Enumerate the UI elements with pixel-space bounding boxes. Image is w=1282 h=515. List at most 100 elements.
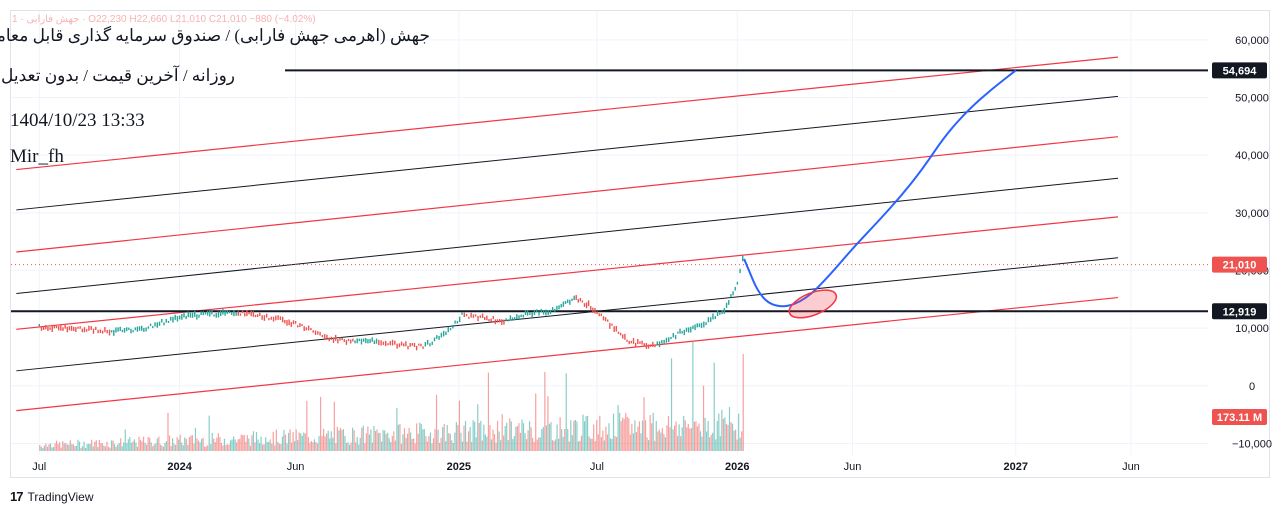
y-tick-label: 10,000 [1235, 323, 1269, 335]
volume-bar [254, 442, 256, 451]
candle [661, 340, 663, 344]
candle [545, 309, 547, 316]
volume-bar [411, 438, 413, 451]
volume-bar [432, 438, 435, 451]
candle [375, 338, 378, 344]
candle [128, 327, 130, 330]
candle [619, 332, 622, 336]
volume-bar [326, 433, 328, 451]
candle [725, 302, 728, 308]
volume-bar [487, 372, 490, 451]
volume-bar [120, 438, 122, 451]
volume-bar [391, 435, 393, 451]
candle [358, 338, 361, 342]
candle [687, 327, 690, 333]
candle [134, 327, 136, 331]
tradingview-brand-text: TradingView [27, 489, 94, 504]
candle [590, 306, 592, 311]
volume-bar [492, 429, 494, 451]
volume-bar [666, 425, 668, 451]
candle [237, 311, 240, 316]
volume-bar [261, 444, 264, 451]
volume-bar [323, 428, 325, 451]
candle [138, 326, 141, 331]
candle [652, 341, 654, 348]
volume-bar [594, 441, 596, 451]
volume-bar [496, 420, 499, 451]
volume-bar [225, 445, 227, 451]
volume-bar [234, 439, 236, 451]
volume-bars [39, 341, 744, 451]
candle [592, 307, 594, 313]
candle [663, 339, 665, 345]
candle [600, 313, 603, 317]
volume-bar [42, 447, 44, 451]
tradingview-logo[interactable]: 17 TradingView [10, 489, 94, 504]
volume-bar [588, 436, 590, 451]
candle [628, 340, 630, 345]
volume-bar [202, 437, 204, 451]
candle [161, 318, 163, 323]
volume-bar [461, 441, 464, 451]
candle [158, 321, 161, 326]
volume-bar [309, 442, 311, 451]
candle [440, 332, 443, 338]
tradingview-logo-icon: 17 [10, 489, 24, 504]
candle [554, 308, 556, 312]
candle [341, 337, 343, 341]
candle [728, 300, 730, 305]
candle [49, 327, 51, 330]
volume-bar [727, 425, 729, 451]
volume-bar [164, 442, 166, 451]
volume-bar [403, 428, 406, 451]
volume-bar [394, 440, 396, 451]
volume-bar [46, 446, 49, 451]
channel-line-black [16, 177, 1119, 295]
volume-bar [458, 400, 461, 451]
candle [305, 327, 308, 331]
candle [345, 340, 348, 345]
volume-bar [530, 427, 532, 451]
volume-bar [501, 414, 503, 451]
volume-bar [599, 415, 601, 451]
candle [518, 315, 520, 320]
volume-bar [197, 440, 200, 451]
volume-bar [275, 429, 277, 451]
candle [463, 312, 465, 318]
volume-bar [687, 423, 689, 451]
candle [167, 320, 170, 324]
candle [360, 338, 363, 345]
candle [415, 345, 418, 351]
candle [104, 327, 106, 333]
volume-bar [98, 440, 100, 451]
candle [719, 312, 721, 315]
volume-bar [185, 439, 187, 451]
candle [265, 313, 268, 318]
volume-bar [171, 438, 174, 451]
volume-bar [548, 423, 551, 451]
volume-bar [712, 432, 714, 451]
x-tick-label: 2026 [725, 461, 749, 473]
candle [577, 299, 579, 303]
candle [382, 341, 385, 345]
candle [626, 339, 628, 342]
volume-bar [329, 438, 331, 451]
volume-bar [56, 440, 58, 451]
candle [125, 327, 128, 332]
volume-bar [388, 438, 390, 451]
volume-bar [158, 436, 160, 451]
volume-bar [204, 446, 206, 451]
volume-bar [434, 429, 436, 451]
volume-bar [689, 428, 691, 451]
volume-bar [118, 443, 120, 451]
volume-bar [381, 441, 383, 451]
volume-bar [556, 424, 558, 451]
candle [426, 339, 429, 345]
y-tick-label: 60,000 [1235, 35, 1269, 47]
candle [481, 313, 484, 318]
candle [254, 314, 257, 318]
volume-bar [298, 432, 300, 451]
candle [272, 316, 275, 322]
candle [108, 329, 111, 336]
